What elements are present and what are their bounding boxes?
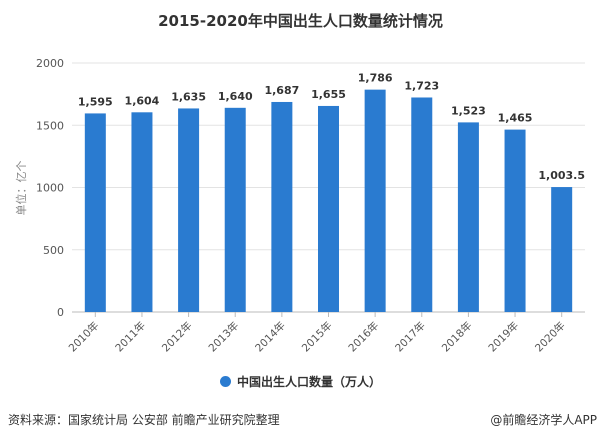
x-tick-label: 2019年	[486, 319, 522, 355]
bar	[457, 122, 479, 312]
data-label: 1,595	[78, 95, 113, 108]
bar	[271, 101, 293, 312]
bar	[84, 113, 106, 312]
data-label: 1,786	[358, 72, 393, 85]
data-label: 1,523	[451, 104, 486, 117]
x-tick-label: 2018年	[439, 319, 475, 355]
brand-credit: @前瞻经济学人APP	[490, 413, 597, 427]
y-tick-label: 1500	[36, 119, 64, 132]
legend-label: 中国出生人口数量（万人）	[236, 375, 381, 389]
x-tick-label: 2011年	[113, 319, 149, 355]
data-label: 1,604	[125, 94, 160, 107]
data-label: 1,655	[311, 88, 346, 101]
y-tick-label: 1000	[36, 182, 64, 195]
x-tick-label: 2012年	[159, 319, 195, 355]
bar	[364, 89, 386, 312]
chart-title: 2015-2020年中国出生人口数量统计情况	[158, 12, 443, 30]
x-tick-label: 2015年	[299, 319, 335, 355]
data-label: 1,687	[264, 84, 299, 97]
bar	[131, 112, 153, 312]
legend: 中国出生人口数量（万人）	[0, 373, 601, 390]
data-label: 1,723	[404, 79, 439, 92]
bar	[224, 107, 246, 312]
x-tick-label: 2020年	[532, 319, 568, 355]
y-tick-label: 2000	[36, 57, 64, 70]
bar	[318, 105, 339, 312]
x-tick-label: 2010年	[66, 319, 102, 355]
source-note: 资料来源：国家统计局 公安部 前瞻产业研究院整理	[8, 413, 280, 427]
bar	[551, 187, 573, 312]
bar	[178, 108, 200, 312]
x-tick-label: 2016年	[346, 319, 382, 355]
y-tick-label: 0	[57, 306, 64, 319]
legend-swatch	[219, 376, 231, 387]
y-axis-label: 单位：亿个	[15, 160, 28, 216]
data-label: 1,640	[218, 90, 253, 103]
y-tick-label: 500	[43, 244, 64, 257]
data-label: 1,003.5	[538, 169, 585, 182]
data-label: 1,635	[171, 90, 206, 103]
bar	[504, 129, 526, 312]
x-tick-label: 2013年	[206, 319, 242, 355]
data-label: 1,465	[498, 112, 533, 125]
bar	[411, 97, 433, 312]
x-tick-label: 2017年	[392, 319, 428, 355]
x-tick-label: 2014年	[252, 319, 288, 355]
